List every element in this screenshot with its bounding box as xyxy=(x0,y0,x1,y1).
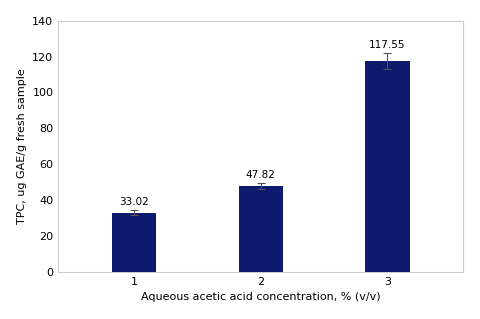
Bar xyxy=(239,186,283,272)
Bar xyxy=(112,213,156,272)
X-axis label: Aqueous acetic acid concentration, % (v/v): Aqueous acetic acid concentration, % (v/… xyxy=(141,292,381,302)
Text: 47.82: 47.82 xyxy=(246,170,276,180)
Text: 117.55: 117.55 xyxy=(369,40,406,50)
Text: 33.02: 33.02 xyxy=(120,197,149,207)
Bar xyxy=(365,61,409,272)
Y-axis label: TPC, ug GAE/g fresh sample: TPC, ug GAE/g fresh sample xyxy=(17,68,27,224)
